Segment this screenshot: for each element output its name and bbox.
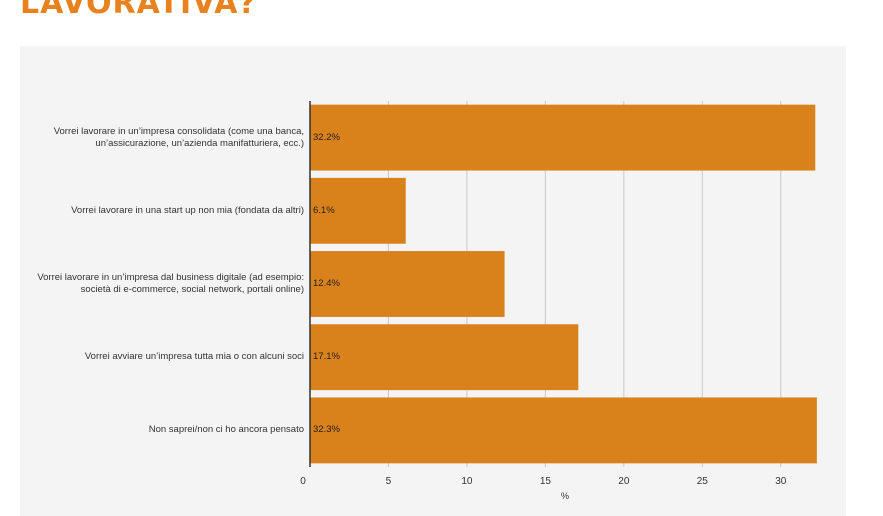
x-tick-label: 25 <box>696 476 708 487</box>
data-label: 12.4% <box>313 278 340 289</box>
category-label: Vorrei lavorare in un’impresa dal busine… <box>37 272 304 295</box>
page-title: LAVORATIVA? <box>20 0 257 21</box>
bar-chart <box>309 101 817 467</box>
x-tick-label: 10 <box>461 476 473 487</box>
x-tick-label: 30 <box>775 476 787 487</box>
chart-panel: Vorrei lavorare in un’impresa consolidat… <box>20 46 846 516</box>
x-tick-label: 20 <box>618 476 630 487</box>
category-label: Vorrei lavorare in una start up non mia … <box>71 204 304 216</box>
x-tick-label: 0 <box>300 476 306 487</box>
data-label: 32.3% <box>313 424 340 436</box>
bar <box>310 104 816 171</box>
bar <box>310 251 505 317</box>
data-label: 6.1% <box>313 204 335 216</box>
category-label: Vorrei lavorare in un’impresa consolidat… <box>53 125 304 149</box>
x-axis-title: % <box>560 491 569 501</box>
data-label: 17.1% <box>313 351 340 363</box>
category-label: Vorrei avviare un’impresa tutta mia o co… <box>84 351 304 363</box>
bar <box>310 397 817 464</box>
bar <box>310 324 579 391</box>
x-tick-label: 5 <box>385 476 392 487</box>
x-tick-label: 15 <box>539 476 551 487</box>
data-label: 32.2% <box>313 131 340 143</box>
category-label: Non saprei/non ci ho ancora pensato <box>148 424 304 436</box>
bar <box>310 177 406 244</box>
